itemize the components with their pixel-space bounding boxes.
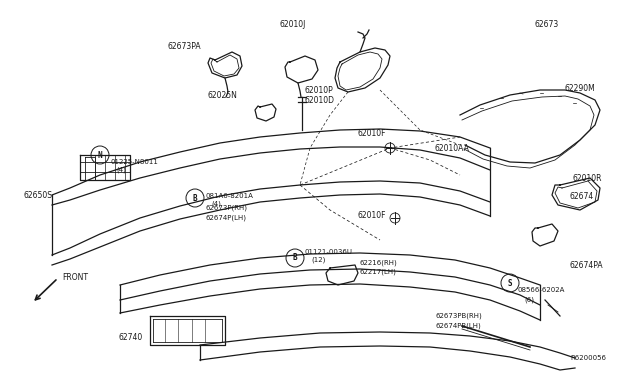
Text: 62673P(RH): 62673P(RH) [205,205,247,211]
Text: (12): (12) [311,257,325,263]
Text: 62010J: 62010J [280,19,307,29]
Text: 62674: 62674 [570,192,595,201]
Text: 081A6-8201A: 081A6-8201A [205,193,253,199]
Text: 62217(LH): 62217(LH) [360,269,397,275]
Text: 08566-6202A: 08566-6202A [518,287,565,293]
Text: 62673PA: 62673PA [168,42,202,51]
Text: 62010F: 62010F [358,211,387,219]
Text: 62025N: 62025N [207,90,237,99]
Text: 62010F: 62010F [358,128,387,138]
Text: FRONT: FRONT [62,273,88,282]
Text: 62216(RH): 62216(RH) [360,260,397,266]
Text: 62010AA: 62010AA [435,144,470,153]
Text: 01225-N8011: 01225-N8011 [110,159,158,165]
Text: 62010D: 62010D [305,96,335,105]
Text: 62010R: 62010R [573,173,602,183]
Text: 62674PA: 62674PA [570,260,604,269]
Text: (6): (6) [524,297,534,303]
Text: 62010P: 62010P [305,86,333,94]
Text: 62673: 62673 [535,19,559,29]
Text: B: B [292,253,298,263]
Text: N: N [98,151,102,160]
Text: 62674PB(LH): 62674PB(LH) [436,323,482,329]
Text: S: S [508,279,512,288]
Text: R6200056: R6200056 [570,355,606,361]
Text: (4): (4) [211,201,221,207]
Text: 62673PB(RH): 62673PB(RH) [436,313,483,319]
Text: (4): (4) [116,167,126,173]
Text: 62740: 62740 [118,334,142,343]
Text: 62290M: 62290M [565,83,596,93]
Text: 62674P(LH): 62674P(LH) [205,215,246,221]
Text: 62650S: 62650S [23,190,52,199]
Text: 01121-0036U: 01121-0036U [305,249,353,255]
Text: B: B [193,193,197,202]
